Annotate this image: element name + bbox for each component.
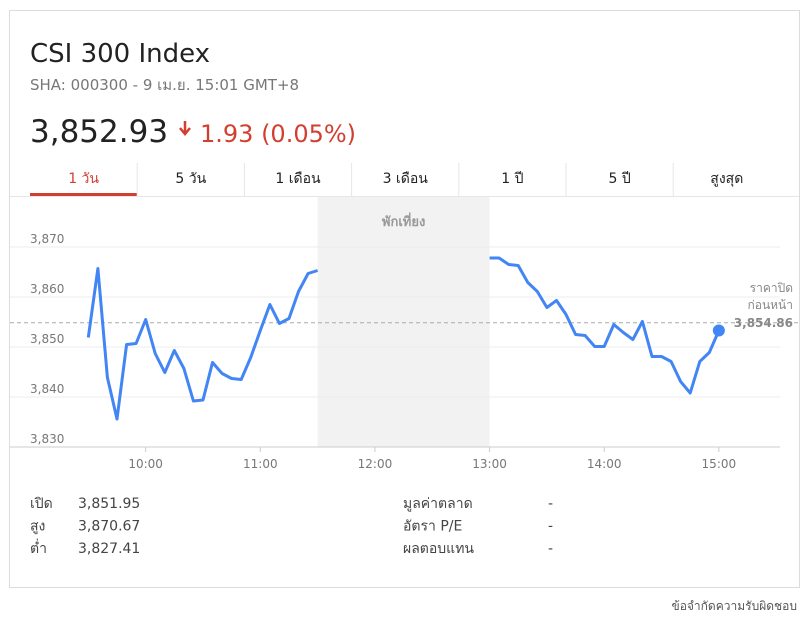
x-tick-label: 12:00 xyxy=(358,457,393,471)
disclaimer-link[interactable]: ข้อจำกัดความรับผิดชอบ xyxy=(671,599,797,613)
x-tick-label: 14:00 xyxy=(587,457,622,471)
price-line xyxy=(86,256,721,421)
stats: เปิด 3,851.95 สูง 3,870.67 ต่ำ 3,827.41 มูลค่า… xyxy=(30,496,553,557)
stat-label: เปิด xyxy=(30,496,53,512)
last-point xyxy=(712,324,725,337)
previous-close-label: 3,854.86 xyxy=(734,316,793,330)
y-tick-label: 3,830 xyxy=(30,432,64,446)
stat-value: - xyxy=(548,496,553,512)
down-arrow xyxy=(179,121,191,136)
lunch-break-label: พักเที่ยง xyxy=(382,212,425,230)
plot: พักเที่ยง 3,830 3,840 3,850 3,860 3,870 10:00 1… xyxy=(10,197,800,471)
previous-close-title: ราคาปิด xyxy=(750,281,793,295)
title: CSI 300 Index xyxy=(30,39,210,69)
x-tick-label: 13:00 xyxy=(472,457,507,471)
y-tick-label: 3,840 xyxy=(30,382,64,396)
change: 1.93 (0.05%) xyxy=(200,120,356,148)
tab[interactable]: 1 ปี xyxy=(501,171,523,187)
stat-label: ผลตอบแทน xyxy=(403,541,474,557)
stat-label: สูง xyxy=(30,519,45,535)
stat-value: - xyxy=(548,541,553,557)
previous-close-title: ก่อนหน้า xyxy=(747,298,793,312)
stat-value: 3,851.95 xyxy=(78,496,140,512)
y-tick-label: 3,850 xyxy=(30,332,64,346)
tab[interactable]: 3 เดือน xyxy=(383,171,429,187)
stat-value: 3,827.41 xyxy=(78,541,140,557)
subtitle: SHA: 000300 - 9 เม.ย. 15:01 GMT+8 xyxy=(30,76,299,94)
stat-value: 3,870.67 xyxy=(78,519,140,535)
x-tick-label: 15:00 xyxy=(702,457,737,471)
lunch-break-band xyxy=(317,197,490,447)
stat-label: ต่ำ xyxy=(30,539,47,557)
tab[interactable]: สูงสุด xyxy=(710,171,743,187)
x-tick-label: 10:00 xyxy=(128,457,163,471)
x-tick-label: 11:00 xyxy=(243,457,278,471)
stat-value: - xyxy=(548,519,553,535)
tabs: 1 วัน 5 วัน 1 เดือน 3 เดือน 1 ปี 5 ปี สูงสุด xyxy=(30,163,743,196)
tab[interactable]: 1 เดือน xyxy=(275,171,321,187)
tab[interactable]: 5 ปี xyxy=(608,171,630,187)
stat-label: มูลค่าตลาด xyxy=(403,496,473,512)
price: 3,852.93 xyxy=(30,114,168,150)
y-tick-label: 3,860 xyxy=(30,282,64,296)
y-tick-label: 3,870 xyxy=(30,232,64,246)
tab[interactable]: 5 วัน xyxy=(175,171,206,187)
active-tab-indicator xyxy=(30,193,138,196)
stat-label: อัตรา P/E xyxy=(403,519,462,535)
tab[interactable]: 1 วัน xyxy=(68,171,99,187)
